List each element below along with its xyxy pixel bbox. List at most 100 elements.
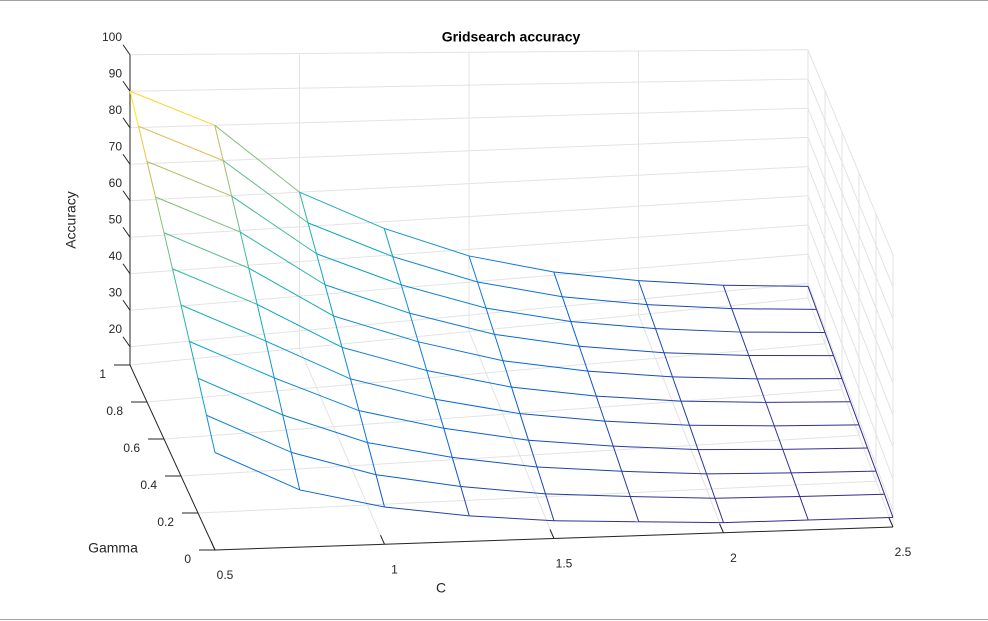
mesh-edge bbox=[485, 307, 495, 335]
z-tick-label: 90 bbox=[109, 66, 123, 80]
grid-line bbox=[197, 480, 877, 514]
mesh-edge bbox=[765, 402, 775, 427]
x-tick-label: 0.5 bbox=[217, 568, 234, 582]
mesh-edge bbox=[739, 331, 750, 356]
mesh-edge bbox=[562, 296, 648, 306]
mesh-edge bbox=[257, 304, 343, 348]
mesh-edge bbox=[850, 401, 860, 426]
mesh-edge bbox=[222, 160, 309, 224]
grid-line bbox=[146, 343, 826, 403]
mesh-edge bbox=[604, 420, 614, 447]
mesh-edge bbox=[324, 284, 334, 317]
mesh-edge bbox=[477, 281, 487, 309]
z-tick-label: 80 bbox=[109, 103, 123, 117]
mesh-edge bbox=[630, 496, 716, 499]
grid-line bbox=[129, 166, 809, 202]
z-tick-label: 40 bbox=[109, 249, 123, 263]
mesh-edge bbox=[155, 196, 241, 233]
mesh-edge bbox=[307, 222, 317, 254]
mesh-edge bbox=[256, 304, 267, 342]
mesh-edge bbox=[613, 445, 699, 451]
mesh-edge bbox=[672, 376, 758, 380]
x-axis-label: C bbox=[436, 580, 446, 596]
mesh-edge bbox=[723, 284, 809, 287]
mesh-edge bbox=[816, 309, 826, 333]
z-tick bbox=[122, 117, 131, 129]
mesh-edge bbox=[163, 232, 173, 269]
mesh-edge bbox=[638, 280, 648, 305]
y-tick-label: 0.2 bbox=[157, 515, 174, 529]
mesh-edge bbox=[714, 495, 800, 499]
mesh-edge bbox=[646, 304, 732, 310]
grid-line bbox=[807, 166, 894, 384]
mesh-edge bbox=[553, 271, 563, 297]
z-tick bbox=[122, 226, 131, 238]
x-tick-label: 2 bbox=[730, 551, 737, 565]
mesh-edge bbox=[197, 377, 283, 416]
mesh-edge bbox=[451, 457, 462, 487]
mesh-edge bbox=[519, 413, 529, 441]
mesh-edge bbox=[409, 313, 419, 342]
mesh-edge bbox=[638, 280, 724, 286]
grid-line bbox=[180, 434, 860, 477]
grid-line bbox=[807, 108, 894, 320]
mesh-edge bbox=[765, 401, 851, 403]
y-tick-label: 0.8 bbox=[106, 404, 123, 418]
mesh-edge bbox=[307, 222, 393, 258]
mesh-edge bbox=[146, 161, 232, 197]
mesh-edge bbox=[214, 124, 300, 193]
grid-line bbox=[807, 254, 894, 480]
mesh-edge bbox=[129, 91, 139, 127]
mesh-edge bbox=[663, 352, 749, 356]
mesh-edge bbox=[502, 360, 512, 388]
mesh-edge bbox=[180, 304, 190, 342]
mesh-edge bbox=[189, 341, 199, 379]
mesh-edge bbox=[536, 466, 622, 472]
mesh-edge bbox=[392, 256, 478, 283]
mesh-edge bbox=[417, 341, 428, 371]
mesh-edge bbox=[646, 304, 656, 329]
mesh-edge bbox=[595, 395, 606, 422]
mesh-edge bbox=[807, 286, 817, 310]
grid-line bbox=[129, 253, 809, 311]
mesh-edge bbox=[290, 452, 301, 491]
mesh-edge bbox=[138, 126, 148, 162]
z-tick bbox=[122, 44, 131, 56]
mesh-edge bbox=[384, 506, 470, 517]
grid-line bbox=[129, 78, 809, 92]
mesh-edge bbox=[494, 334, 504, 361]
mesh-edge bbox=[383, 228, 394, 257]
mesh-edge bbox=[248, 267, 334, 317]
z-tick-label: 100 bbox=[102, 30, 122, 44]
mesh-edge bbox=[375, 474, 385, 508]
mesh-edge bbox=[206, 415, 216, 453]
mesh-edge bbox=[469, 515, 555, 522]
mesh-edge bbox=[511, 387, 521, 414]
mesh-edge bbox=[545, 493, 631, 498]
mesh-edge bbox=[239, 231, 326, 286]
mesh-edge bbox=[706, 472, 792, 475]
grid-line bbox=[163, 389, 843, 440]
mesh-edge bbox=[274, 377, 360, 412]
mesh-edge bbox=[858, 424, 868, 449]
mesh-edge bbox=[400, 284, 411, 314]
y-tick-label: 0.6 bbox=[123, 441, 140, 455]
mesh-edge bbox=[265, 340, 351, 380]
mesh-edge bbox=[706, 473, 716, 499]
mesh-edge bbox=[299, 489, 385, 508]
mesh-edge bbox=[680, 400, 690, 426]
mesh-edge bbox=[722, 285, 733, 309]
grid-line bbox=[807, 283, 894, 512]
mesh-edge bbox=[596, 395, 682, 402]
y-tick-label: 0.4 bbox=[140, 478, 157, 492]
mesh-edge bbox=[723, 519, 809, 524]
x-tick bbox=[719, 523, 724, 533]
y-axis bbox=[129, 364, 216, 551]
z-tick-label: 30 bbox=[109, 285, 123, 299]
mesh-edge bbox=[214, 125, 224, 161]
mesh-edge bbox=[638, 521, 724, 524]
mesh-edge bbox=[248, 267, 258, 305]
mesh-edge bbox=[222, 160, 233, 197]
mesh-edge bbox=[841, 378, 851, 402]
mesh-edge bbox=[731, 308, 817, 310]
